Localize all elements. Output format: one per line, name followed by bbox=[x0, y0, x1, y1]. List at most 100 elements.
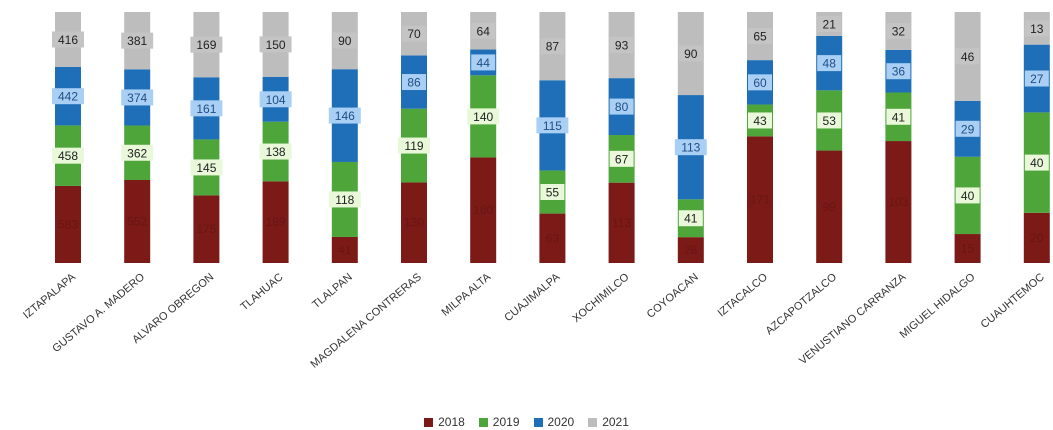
data-label-background bbox=[886, 63, 911, 80]
bar-segment-2018 bbox=[539, 213, 566, 263]
data-label-2019: 40 bbox=[1030, 156, 1044, 170]
data-label-background bbox=[1024, 154, 1049, 171]
data-label-background bbox=[609, 37, 634, 54]
legend-item-2019: 2019 bbox=[478, 414, 520, 430]
data-label-2018: 180 bbox=[473, 203, 493, 217]
data-label-2020: 60 bbox=[753, 76, 767, 90]
data-label-background bbox=[121, 144, 154, 161]
data-label-background bbox=[886, 108, 911, 125]
bar-segment-2018 bbox=[677, 237, 704, 263]
data-label-background bbox=[52, 88, 84, 105]
data-label-background bbox=[609, 150, 634, 167]
data-label-background bbox=[471, 54, 496, 71]
legend-item-2021: 2021 bbox=[588, 414, 629, 430]
data-label-2021: 90 bbox=[684, 47, 698, 61]
data-label-2020: 29 bbox=[961, 122, 975, 136]
data-label-background bbox=[609, 98, 634, 115]
data-label-background bbox=[52, 147, 84, 164]
data-label-2020: 36 bbox=[892, 65, 906, 79]
data-label-2020: 442 bbox=[58, 90, 78, 104]
data-label-background bbox=[398, 137, 430, 154]
data-label-background bbox=[259, 91, 292, 108]
legend-swatch bbox=[588, 417, 598, 427]
bar-segment-2018 bbox=[262, 181, 289, 263]
data-label-2018: 103 bbox=[888, 195, 908, 209]
bar-segment-2018 bbox=[1023, 212, 1050, 263]
data-label-2020: 48 bbox=[823, 57, 837, 71]
bar-segment-2018 bbox=[193, 195, 220, 263]
data-label-2021: 381 bbox=[127, 34, 147, 48]
data-label-2020: 161 bbox=[196, 102, 216, 116]
legend-swatch bbox=[533, 417, 543, 427]
data-label-background bbox=[817, 15, 842, 32]
x-tick-label: IZTACALCO bbox=[716, 271, 771, 320]
data-label-2018: 41 bbox=[338, 243, 352, 257]
data-label-background bbox=[674, 139, 707, 156]
bar-segment-2018 bbox=[747, 136, 773, 263]
data-label-2018: 130 bbox=[404, 216, 424, 230]
legend-item-2020: 2020 bbox=[533, 414, 575, 430]
data-label-background bbox=[955, 187, 980, 204]
data-label-2019: 118 bbox=[335, 193, 354, 207]
data-label-2020: 113 bbox=[681, 141, 700, 155]
data-label-2021: 416 bbox=[58, 33, 78, 47]
bar-segment-2018 bbox=[124, 179, 151, 263]
x-tick-label: TLAHUAC bbox=[238, 271, 285, 313]
x-tick-label: AZCAPOTZALCO bbox=[764, 271, 840, 337]
data-label-2021: 87 bbox=[546, 40, 560, 54]
data-label-background bbox=[402, 74, 426, 91]
data-label-background bbox=[540, 38, 565, 55]
data-label-2019: 138 bbox=[266, 145, 286, 159]
legend-swatch bbox=[478, 417, 488, 427]
data-label-background bbox=[121, 89, 154, 106]
data-label-2019: 41 bbox=[892, 110, 906, 124]
data-label-2021: 70 bbox=[407, 27, 421, 41]
data-label-2018: 99 bbox=[823, 200, 837, 214]
data-label-2019: 140 bbox=[473, 110, 493, 124]
data-label-2020: 104 bbox=[266, 93, 286, 107]
data-label-2019: 145 bbox=[196, 161, 216, 175]
data-label-background bbox=[748, 74, 772, 91]
data-label-background bbox=[332, 32, 357, 49]
data-label-2018: 28 bbox=[684, 243, 698, 257]
data-label-background bbox=[678, 210, 703, 227]
data-label-2020: 146 bbox=[335, 109, 355, 123]
bar-segment-2018 bbox=[608, 182, 635, 263]
data-label-2021: 64 bbox=[477, 24, 491, 38]
x-tick-label: XOCHIMILCO bbox=[570, 271, 631, 325]
data-label-2021: 150 bbox=[266, 38, 286, 52]
data-label-2020: 27 bbox=[1030, 72, 1044, 86]
data-label-background bbox=[817, 112, 842, 129]
data-label-background bbox=[1024, 70, 1049, 87]
data-label-2019: 40 bbox=[961, 189, 975, 203]
legend-label: 2020 bbox=[547, 415, 575, 429]
x-tick-label: MAGDALENA CONTRERAS bbox=[309, 271, 424, 371]
x-tick-label: CUAUHTEMOC bbox=[979, 271, 1047, 331]
data-label-2020: 80 bbox=[615, 100, 629, 114]
data-label-2018: 15 bbox=[961, 242, 975, 256]
x-tick-label: CUAJIMALPA bbox=[502, 271, 563, 324]
data-label-background bbox=[955, 120, 980, 137]
data-label-2018: 20 bbox=[1030, 231, 1044, 245]
data-label-background bbox=[259, 143, 292, 160]
data-label-2019: 119 bbox=[404, 139, 423, 153]
data-label-2019: 55 bbox=[546, 186, 560, 200]
data-label-2019: 458 bbox=[58, 149, 78, 163]
data-label-2018: 189 bbox=[266, 215, 286, 229]
legend: 2018 2019 2020 2021 bbox=[0, 414, 1053, 430]
data-label-2019: 67 bbox=[615, 152, 629, 166]
data-label-2018: 552 bbox=[127, 214, 147, 228]
data-label-background bbox=[190, 159, 223, 176]
legend-swatch bbox=[424, 417, 434, 427]
data-label-2021: 46 bbox=[961, 50, 975, 64]
data-label-2021: 93 bbox=[615, 39, 629, 53]
legend-label: 2019 bbox=[492, 415, 520, 429]
legend-label: 2021 bbox=[602, 415, 629, 429]
data-label-2019: 53 bbox=[823, 114, 837, 128]
data-label-background bbox=[748, 28, 772, 45]
bar-segment-2018 bbox=[401, 182, 427, 263]
data-label-2018: 63 bbox=[546, 231, 560, 245]
legend-item-2018: 2018 bbox=[424, 414, 465, 430]
